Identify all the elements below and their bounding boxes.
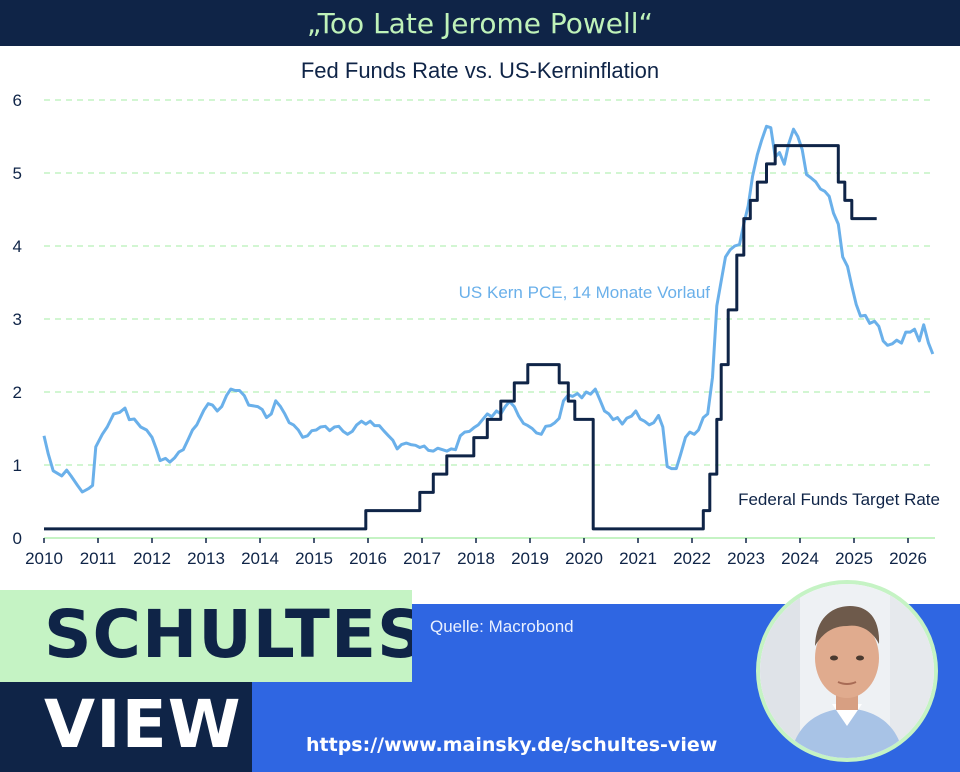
brand-schultes: SCHULTES [0,590,425,682]
series-label-fed: Federal Funds Target Rate [738,490,940,509]
x-tick-label: 2020 [565,549,603,568]
y-tick-label: 6 [13,91,22,110]
x-tick-label: 2016 [349,549,387,568]
x-tick-label: 2022 [673,549,711,568]
x-tick-label: 2023 [727,549,765,568]
y-tick-label: 1 [13,456,22,475]
x-axis: 2010 2011 2012 2013 2014 2015 2016 2017 2018 2019… [25,538,927,568]
avatar [756,580,938,762]
y-tick-label: 2 [13,383,22,402]
x-tick-label: 2014 [241,549,279,568]
y-tick-label: 4 [13,237,22,256]
y-axis: 0 1 2 3 4 5 6 [13,91,22,548]
person-portrait-icon [760,584,934,758]
website-link[interactable]: https://www.mainsky.de/schultes-view [306,734,718,756]
x-tick-label: 2026 [889,549,927,568]
x-tick-label: 2013 [187,549,225,568]
chart-title: Fed Funds Rate vs. US-Kerninflation [301,58,659,83]
series-line-pce [42,124,935,494]
brand-line2: VIEW [44,686,242,763]
y-tick-label: 5 [13,164,22,183]
brand-line1: SCHULTES [44,596,426,673]
line-chart: Fed Funds Rate vs. US-Kerninflation 0 1 2 3… [13,58,940,568]
x-tick-label: 2025 [835,549,873,568]
x-tick-label: 2021 [619,549,657,568]
x-tick-label: 2012 [133,549,171,568]
x-tick-label: 2017 [403,549,441,568]
x-tick-label: 2019 [511,549,549,568]
headline: „Too Late Jerome Powell“ [306,6,654,40]
title-banner: „Too Late Jerome Powell“ [0,0,960,46]
gridlines [44,99,935,539]
y-tick-label: 3 [13,310,22,329]
source-note: Quelle: Macrobond [430,617,574,636]
series-group [42,124,935,531]
x-tick-label: 2024 [781,549,819,568]
x-tick-label: 2011 [80,549,117,568]
x-tick-label: 2010 [25,549,63,568]
series-label-pce: US Kern PCE, 14 Monate Vorlauf [459,283,711,302]
y-tick-label: 0 [13,529,22,548]
x-tick-label: 2018 [457,549,495,568]
brand-view: VIEW [0,682,252,772]
footer-panel-lower [252,682,412,772]
series-line-fed [44,144,877,531]
x-tick-label: 2015 [295,549,333,568]
